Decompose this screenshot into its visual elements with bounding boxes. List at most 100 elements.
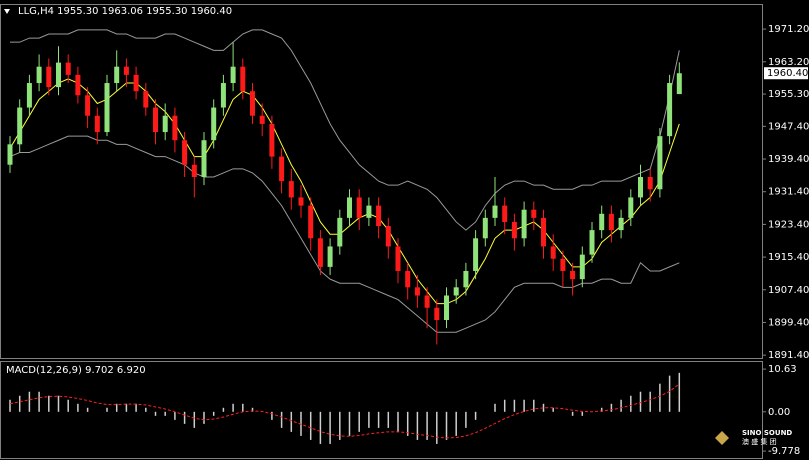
- candle-body: [317, 238, 323, 267]
- candle-body: [638, 177, 643, 198]
- candle-body: [414, 287, 420, 296]
- candle-body: [434, 307, 440, 321]
- candle-body: [259, 115, 265, 124]
- candle-body: [453, 287, 459, 296]
- price-label-box: [764, 67, 808, 80]
- y-tick-label: 0.00: [768, 407, 790, 418]
- candle-body: [647, 177, 653, 190]
- candle-body: [628, 197, 634, 218]
- candle-body: [444, 295, 449, 321]
- macd-panel: [0, 361, 763, 459]
- candle-body: [482, 217, 488, 239]
- candle-body: [17, 107, 23, 145]
- candle-body: [133, 74, 139, 92]
- y-tick-label: 1963.20: [768, 57, 809, 68]
- y-tick-label: 1939.40: [768, 154, 809, 165]
- candle-body: [240, 66, 246, 92]
- candle-body: [182, 140, 188, 165]
- candle-body: [667, 83, 673, 137]
- candle-body: [541, 217, 546, 247]
- watermark: SINO SOUND 澳 盛 集 团: [715, 429, 792, 446]
- y-tick-label: 1947.40: [768, 121, 809, 132]
- candle-body: [376, 205, 382, 227]
- candle-body: [424, 295, 430, 308]
- y-tick-label: 1931.40: [768, 187, 809, 198]
- candle-body: [153, 107, 158, 133]
- candle-body: [511, 221, 517, 239]
- candle-body: [560, 258, 566, 271]
- watermark-text: SINO SOUND: [742, 429, 792, 437]
- candle-body: [608, 213, 614, 231]
- candle-body: [75, 74, 81, 96]
- candle-body: [308, 205, 314, 239]
- main-panel: [0, 4, 763, 359]
- candle-body: [463, 270, 469, 288]
- candle-body: [298, 197, 304, 206]
- candle-body: [211, 107, 217, 141]
- candle-body: [356, 197, 362, 218]
- candle-body: [250, 91, 255, 116]
- candle-body: [220, 83, 226, 108]
- overlay-line: [10, 29, 680, 231]
- candle-body: [65, 62, 71, 75]
- candle-body: [56, 62, 61, 88]
- candle-body: [143, 91, 149, 108]
- candle-body: [473, 238, 479, 271]
- candle-body: [279, 156, 285, 182]
- candle-body: [521, 209, 527, 239]
- candle-body: [191, 164, 197, 178]
- candle-body: [395, 246, 401, 271]
- candle-body: [104, 83, 110, 133]
- candle-body: [288, 181, 294, 198]
- logo: [715, 431, 729, 445]
- candle-body: [36, 66, 42, 84]
- candle-body: [385, 226, 391, 247]
- signal-line: [9, 383, 680, 439]
- candle-body: [230, 66, 236, 84]
- y-tick-label: 1955.30: [768, 89, 809, 100]
- candle-body: [618, 217, 624, 231]
- candle-body: [531, 209, 537, 218]
- candle-body: [7, 144, 13, 165]
- candle-body: [94, 115, 100, 133]
- candle-body: [85, 95, 91, 116]
- candle-body: [337, 217, 343, 247]
- y-tick-label: 1899.40: [768, 317, 809, 328]
- candle-body: [201, 140, 207, 178]
- y-tick-label: 1923.40: [768, 219, 809, 230]
- candle-body: [327, 246, 333, 267]
- candle-body: [269, 123, 275, 157]
- price-label: 1960.40: [767, 68, 808, 79]
- y-tick-label: 1915.40: [768, 252, 809, 263]
- candle-body: [676, 73, 682, 95]
- candle-body: [366, 205, 372, 218]
- overlay-line: [9, 78, 680, 305]
- y-tick-label: 10.63: [768, 364, 797, 375]
- candle-body: [172, 115, 178, 141]
- candle-body: [46, 66, 52, 88]
- candle-body: [114, 66, 120, 84]
- y-tick-label: 1907.40: [768, 285, 809, 296]
- candle-body: [599, 213, 605, 231]
- candle-body: [570, 270, 576, 280]
- candle-body: [26, 83, 32, 108]
- candle-body: [492, 205, 498, 218]
- candle-body: [657, 136, 663, 190]
- candle-body: [347, 197, 352, 218]
- macd-title: MACD(12,26,9) 9.702 6.920: [6, 365, 146, 376]
- y-tick-label: 1971.20: [768, 24, 809, 35]
- y-tick-label: 1891.40: [768, 350, 809, 361]
- menu-icon: [4, 9, 10, 14]
- candle-body: [589, 230, 595, 255]
- overlay-line: [9, 135, 680, 333]
- y-tick-label: -9.778: [768, 446, 800, 457]
- candle-body: [502, 205, 508, 222]
- candle-body: [162, 115, 168, 133]
- chart-title: LLG,H4 1955.30 1963.06 1955.30 1960.40: [18, 6, 232, 17]
- candle-body: [579, 254, 585, 280]
- candle-body: [405, 270, 411, 288]
- watermark-text: 澳 盛 集 团: [742, 437, 777, 446]
- candle-body: [550, 246, 556, 259]
- candle-body: [123, 66, 129, 75]
